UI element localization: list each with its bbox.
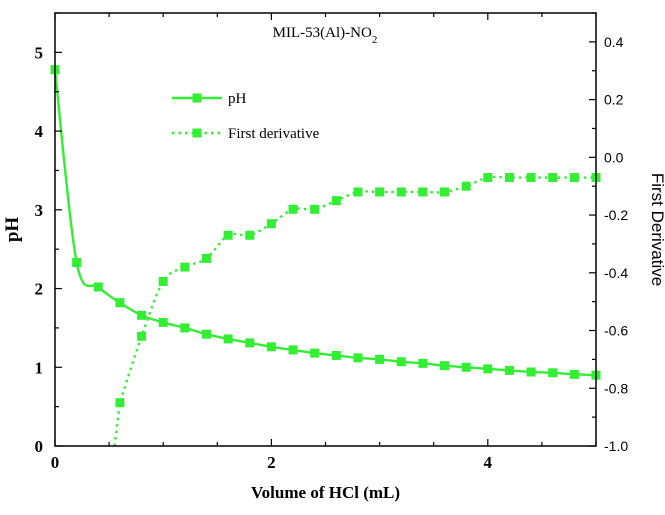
y-tick-label: 1	[35, 358, 44, 377]
series-2-point	[331, 196, 341, 206]
series-2-point	[418, 187, 428, 197]
series-2-point	[483, 173, 493, 183]
y2-tick-label: 0.4	[604, 34, 624, 50]
series-1-point	[93, 282, 103, 292]
y2-tick-label: -0.8	[604, 380, 628, 396]
legend-label: pH	[228, 91, 247, 107]
series-1-point	[548, 368, 558, 378]
legend-item: pH	[172, 91, 247, 107]
series-1-point	[375, 354, 385, 364]
legend-marker	[192, 93, 202, 103]
series-2-point	[504, 173, 514, 183]
series-1-point	[331, 350, 341, 360]
x-tick-label: 4	[484, 453, 493, 472]
x-axis-label: Volume of HCl (mL)	[251, 483, 400, 502]
series-1-point	[418, 358, 428, 368]
y2-tick-label: 0.2	[604, 92, 624, 108]
series-2-point	[180, 262, 190, 272]
series-1-point	[137, 310, 147, 320]
series-1-point	[223, 334, 233, 344]
series-1-point	[266, 342, 276, 352]
series-2-point	[158, 276, 168, 286]
series-2-point	[310, 204, 320, 214]
series-1-point	[353, 353, 363, 363]
series-2-line	[113, 175, 596, 447]
series-1-point	[526, 367, 536, 377]
axes: 0 2 4 0 1 2 3 4 5 -1.0 -0.8 -0.6 -0.4 -0.2 0.0 0.2 0.4	[35, 12, 628, 472]
legend: pH First derivative	[172, 91, 320, 142]
series-1	[50, 65, 601, 380]
series-2-point	[548, 173, 558, 183]
series-1-point	[483, 364, 493, 374]
series-2-point	[223, 230, 233, 240]
y2-tick-label: -1.0	[604, 438, 628, 454]
series-1-point	[396, 357, 406, 367]
series-2-point	[526, 173, 536, 183]
series-2-point	[288, 204, 298, 214]
series-2-point	[115, 398, 125, 408]
series-1-point	[310, 348, 320, 358]
y-axis-label: pH	[2, 217, 23, 243]
series-2-point	[440, 187, 450, 197]
y2-tick-label: -0.2	[604, 207, 628, 223]
y2-tick-label: 0.0	[604, 149, 624, 165]
series-2-point	[137, 331, 147, 341]
y-tick-label: 2	[35, 280, 44, 299]
legend-item: First derivative	[172, 126, 320, 142]
x-tick-label: 0	[51, 453, 60, 472]
y-tick-label: 4	[35, 122, 44, 141]
series-2-point	[569, 173, 579, 183]
y2-tick-label: -0.4	[604, 265, 628, 281]
chart-title-subscript: 2	[372, 34, 378, 46]
series-1-point	[569, 369, 579, 379]
y-tick-label: 0	[35, 437, 44, 456]
series-2	[113, 173, 601, 447]
y2-tick-label: -0.6	[604, 323, 628, 339]
series-1-point	[461, 362, 471, 372]
y-tick-label: 3	[35, 201, 44, 220]
series-1-point	[72, 258, 82, 268]
series-1-point	[440, 361, 450, 371]
series-2-point	[353, 187, 363, 197]
y2-axis-label: First Derivative	[648, 173, 665, 286]
chart-title-main: MIL-53(Al)-NO	[273, 25, 372, 41]
series-2-point	[201, 253, 211, 263]
plot-frame	[54, 12, 597, 447]
series-1-line	[53, 69, 597, 377]
x-tick-label: 2	[267, 453, 276, 472]
series-1-point	[288, 345, 298, 355]
y-tick-label: 5	[35, 43, 44, 62]
series-1-point	[158, 317, 168, 327]
legend-label: First derivative	[228, 126, 320, 142]
series-1-point	[504, 365, 514, 375]
chart-title: MIL-53(Al)-NO2	[273, 25, 378, 46]
series-2-point	[396, 187, 406, 197]
plot-area	[50, 65, 601, 447]
legend-marker	[192, 128, 202, 138]
series-1-point	[245, 338, 255, 348]
series-1-point	[115, 298, 125, 308]
series-2-point	[375, 187, 385, 197]
series-1-point	[201, 329, 211, 339]
series-2-point	[461, 181, 471, 191]
series-1-point	[180, 323, 190, 333]
series-2-point	[266, 219, 276, 229]
series-2-point	[245, 230, 255, 240]
